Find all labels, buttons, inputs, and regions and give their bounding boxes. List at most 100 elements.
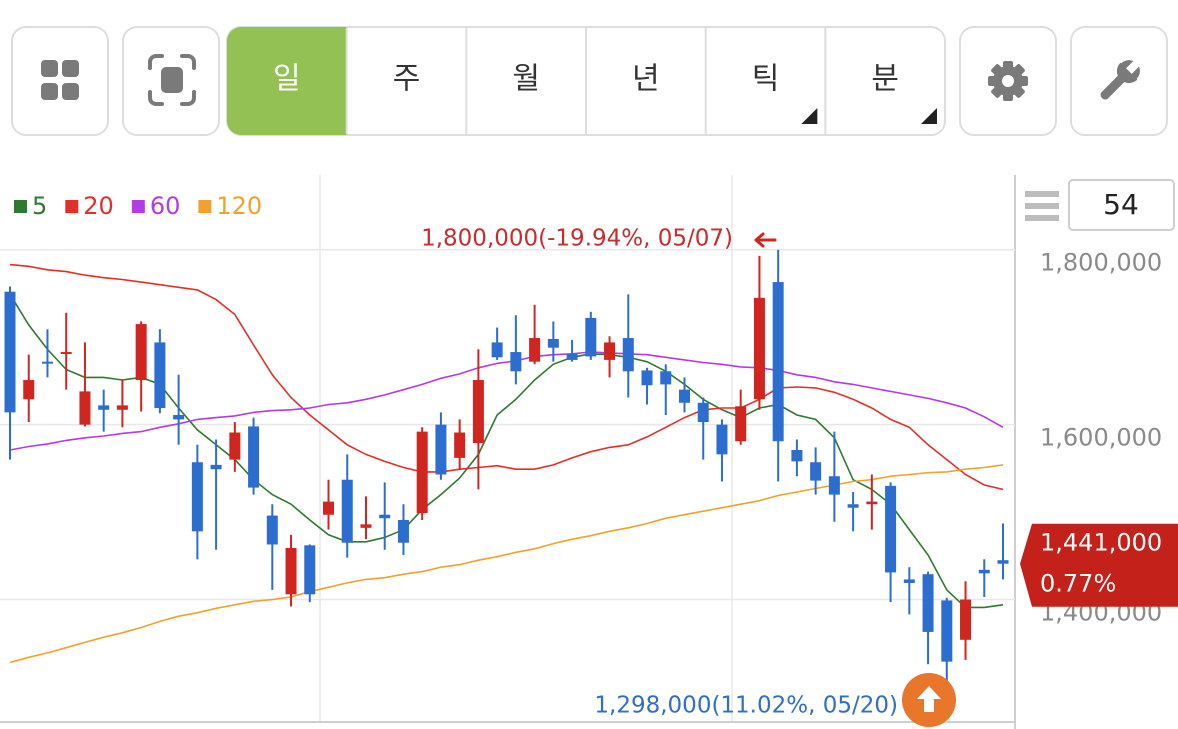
icon <box>41 83 58 100</box>
candle-body <box>922 574 934 632</box>
candle-body <box>79 391 91 425</box>
legend-swatch <box>198 200 212 213</box>
candle-body <box>566 353 578 360</box>
candle-body <box>454 432 466 458</box>
settings-button[interactable] <box>959 26 1057 136</box>
candle-body <box>828 476 840 495</box>
ma-line <box>9 263 1004 491</box>
legend-label: 60 <box>150 192 181 220</box>
period-tab[interactable]: 일 <box>227 27 347 135</box>
tab-label: 년 <box>632 62 660 97</box>
y-tick-label: 1,800,000 <box>1040 249 1162 277</box>
candle-body <box>41 361 53 364</box>
candle-body <box>397 519 409 543</box>
icon <box>1025 215 1059 221</box>
candle-body <box>379 514 391 519</box>
count-box[interactable] <box>1068 179 1175 231</box>
price-tag <box>1020 523 1178 607</box>
candle-body <box>23 380 35 400</box>
plot: 5 20 60 120 <box>0 192 1015 689</box>
candle-body <box>173 415 185 420</box>
candle-body <box>116 405 128 410</box>
tab-label: 주 <box>393 62 421 97</box>
arrow-icon <box>754 232 777 248</box>
high-annotation: 1,800,000(-19.94%, 05/07) <box>421 226 733 252</box>
ma-line <box>9 351 1004 451</box>
gear-icon <box>988 61 1028 101</box>
candle-body <box>791 450 803 462</box>
capture-button[interactable] <box>122 26 220 136</box>
candle-body <box>248 426 260 488</box>
candle-body <box>753 297 765 400</box>
legend-label: 5 <box>32 192 47 220</box>
candle-body <box>285 547 297 595</box>
period-tab[interactable]: 월 <box>465 28 540 134</box>
tab-label: 분 <box>871 62 899 97</box>
legend-label: 20 <box>83 192 114 220</box>
candle-body <box>229 432 241 460</box>
icon <box>1025 203 1059 209</box>
candle-body <box>716 424 728 455</box>
wrench-icon <box>1100 58 1142 100</box>
candle-body <box>360 524 372 528</box>
count-text: 54 <box>1103 188 1139 221</box>
candle-body <box>622 338 634 372</box>
tab-label: 틱 <box>752 62 780 97</box>
candle-body <box>885 485 897 573</box>
candle-body <box>472 380 484 444</box>
grid-button[interactable] <box>11 26 109 136</box>
period-tab[interactable]: 분 <box>824 28 937 134</box>
candle-body <box>697 402 709 423</box>
candle-body <box>191 462 203 532</box>
low-annotation: 1,298,000(11.02%, 05/20) <box>594 693 898 719</box>
candle-body <box>210 464 222 470</box>
candle-body <box>960 599 972 640</box>
candle-body <box>735 406 747 442</box>
candle-body <box>60 352 72 355</box>
candle-body <box>660 371 672 385</box>
tab-label: 월 <box>512 62 540 97</box>
candle-body <box>510 352 522 372</box>
icon <box>148 54 196 106</box>
period-tab[interactable]: 주 <box>345 28 421 134</box>
candle-body <box>323 501 335 515</box>
y-tick-label: 1,600,000 <box>1040 424 1162 452</box>
icon <box>62 83 79 100</box>
period-tab[interactable]: 틱 <box>704 28 818 134</box>
candle-body <box>154 342 166 409</box>
candle-body <box>585 317 597 357</box>
candle-body <box>304 545 316 595</box>
tab-label: 일 <box>273 62 301 97</box>
candle-body <box>903 579 915 583</box>
scroll-up-button[interactable] <box>902 673 956 727</box>
tools-button[interactable] <box>1070 26 1168 136</box>
candle-body <box>98 405 110 410</box>
candle-body <box>266 515 278 545</box>
tab-active-bg <box>227 27 347 135</box>
menu-icon[interactable] <box>1025 191 1059 221</box>
ma-line <box>9 293 1004 609</box>
candle-body <box>341 479 353 543</box>
icon <box>62 60 79 77</box>
period-tab[interactable]: 년 <box>585 28 660 134</box>
icon <box>41 60 58 77</box>
candle-body <box>810 462 822 481</box>
legend-label: 120 <box>216 192 262 220</box>
candle-body <box>641 370 653 386</box>
candle-body <box>529 338 541 362</box>
candle-body <box>491 342 503 358</box>
legend-swatch <box>14 200 27 213</box>
menu-triangle <box>801 108 818 124</box>
candle-body <box>416 431 428 513</box>
candle-body <box>997 560 1009 564</box>
candle-body <box>4 291 16 413</box>
button-frame <box>11 26 109 136</box>
candle-body <box>547 338 559 348</box>
candle-body <box>135 324 147 381</box>
icon <box>917 686 941 712</box>
candle-body <box>772 282 784 442</box>
candle-body <box>866 501 878 505</box>
